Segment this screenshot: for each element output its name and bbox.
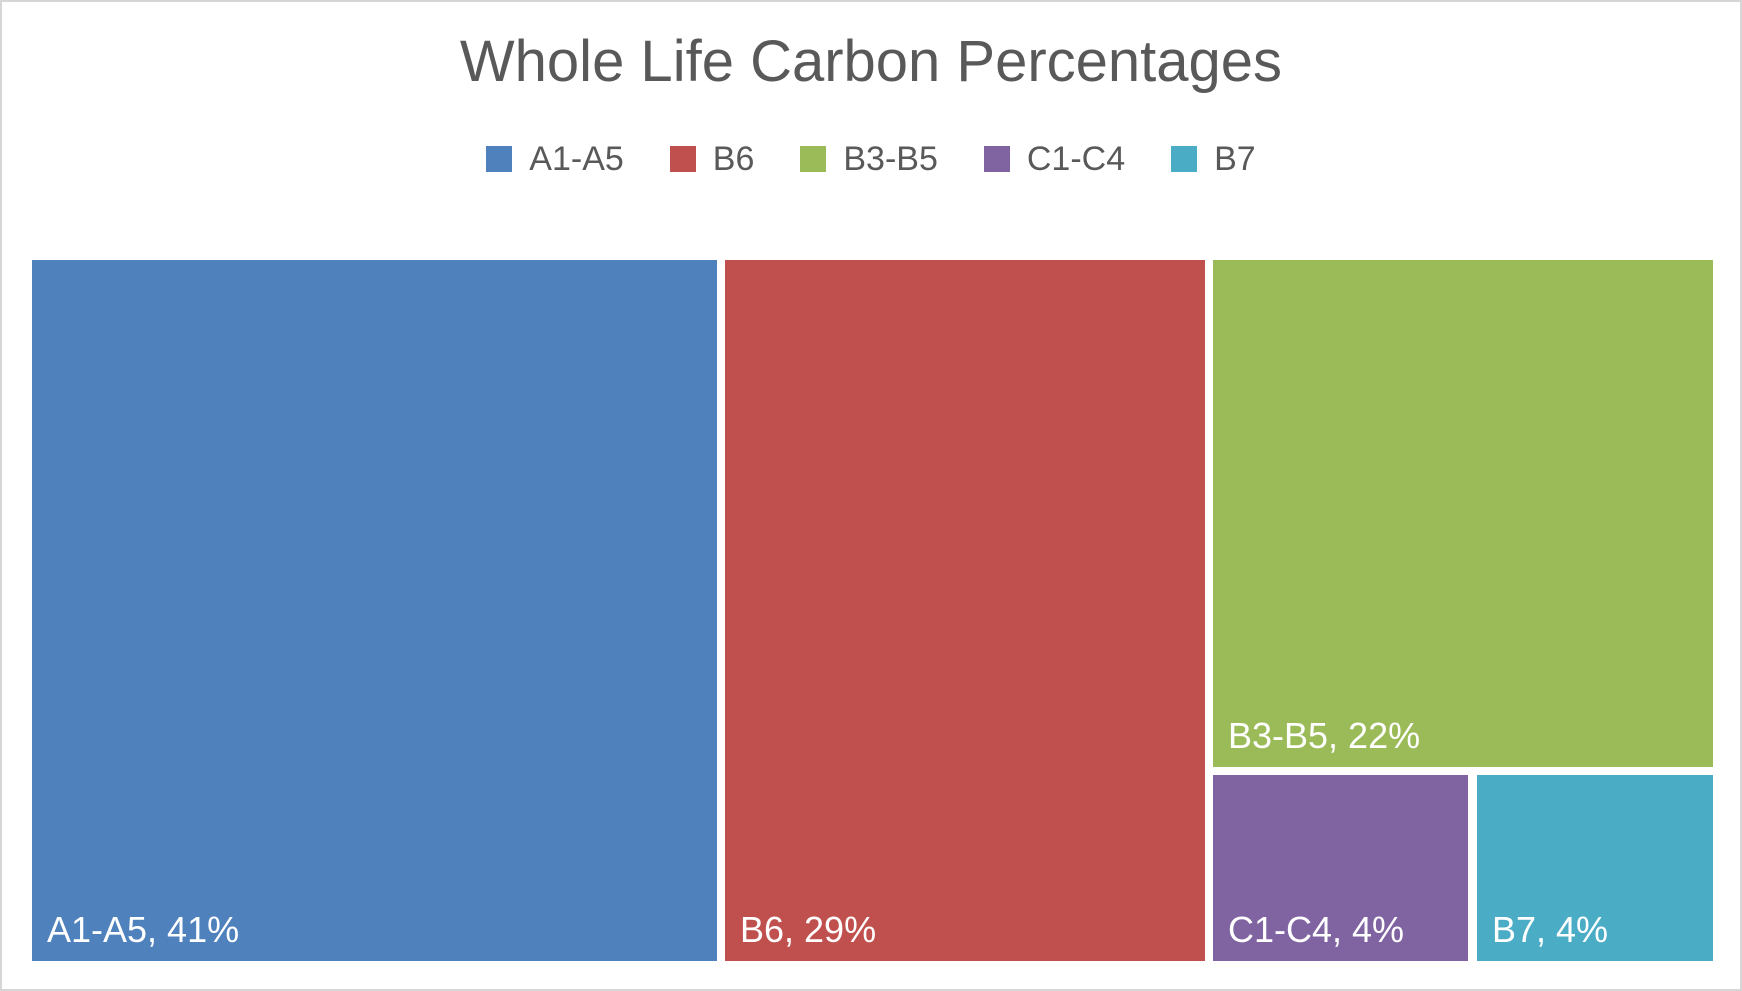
legend-swatch-icon (669, 146, 696, 172)
legend-item-a1-a5[interactable]: A1-A5 (486, 142, 624, 176)
treemap-tile-b7[interactable]: B7, 4% (1477, 775, 1713, 961)
legend: A1-A5 B6 B3-B5 C1-C4 B7 (2, 142, 1740, 176)
legend-label: B6 (712, 140, 755, 178)
chart-title: Whole Life Carbon Percentages (459, 29, 1283, 94)
legend-swatch-icon (486, 146, 513, 172)
data-label: C1-C4, 4% (1228, 909, 1405, 950)
legend-item-c1-c4[interactable]: C1-C4 (983, 140, 1126, 178)
data-label: B7, 4% (1492, 909, 1609, 950)
legend-swatch-icon (800, 146, 827, 172)
legend-item-b3-b5[interactable]: B3-B5 (800, 142, 938, 176)
treemap-tile-b3-b5[interactable]: B3-B5, 22% (1213, 260, 1713, 767)
data-label: B3-B5, 22% (1228, 715, 1421, 756)
legend-item-b7[interactable]: B7 (1171, 142, 1256, 176)
legend-label: B7 (1214, 140, 1256, 178)
legend-label: C1-C4 (1026, 140, 1126, 178)
data-label: A1-A5, 41% (47, 909, 240, 950)
legend-swatch-icon (1171, 146, 1198, 172)
treemap: A1-A5, 41% B6, 29% B3-B5, 22% C1-C4, 4% B7, … (32, 260, 1713, 961)
legend-swatch-icon (983, 146, 1010, 172)
data-label: B6, 29% (740, 909, 877, 950)
legend-label: B3-B5 (843, 140, 938, 178)
legend-item-b6[interactable]: B6 (669, 140, 755, 178)
treemap-tile-b6[interactable]: B6, 29% (725, 260, 1205, 961)
treemap-tile-c1-c4[interactable]: C1-C4, 4% (1213, 775, 1468, 961)
legend-label: A1-A5 (529, 140, 624, 178)
treemap-tile-a1-a5[interactable]: A1-A5, 41% (32, 260, 717, 961)
